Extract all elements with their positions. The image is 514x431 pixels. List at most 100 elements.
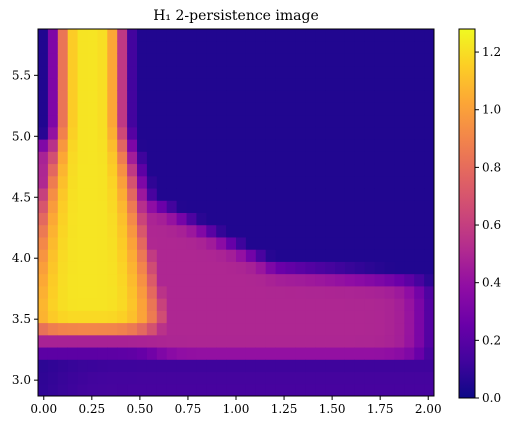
heatmap-cell bbox=[47, 224, 59, 238]
heatmap-cell bbox=[77, 29, 88, 42]
heatmap-cell bbox=[325, 65, 336, 79]
heatmap-cell bbox=[325, 273, 336, 287]
heatmap-cell bbox=[67, 347, 79, 360]
heatmap-cell bbox=[137, 114, 148, 128]
heatmap-cell bbox=[127, 371, 138, 385]
heatmap-cell bbox=[394, 53, 405, 67]
heatmap-cell bbox=[394, 273, 405, 287]
heatmap-cell bbox=[176, 126, 187, 140]
heatmap-cell bbox=[384, 29, 395, 42]
heatmap-cell bbox=[364, 188, 376, 201]
heatmap-cell bbox=[67, 273, 79, 287]
heatmap-cell bbox=[67, 77, 79, 91]
heatmap-cell bbox=[196, 65, 207, 79]
heatmap-cell bbox=[206, 53, 217, 67]
heatmap-cell bbox=[146, 90, 158, 103]
heatmap-cell bbox=[87, 273, 98, 287]
heatmap-cell bbox=[255, 371, 267, 385]
heatmap-cell bbox=[344, 188, 356, 201]
heatmap-cell bbox=[245, 310, 257, 324]
heatmap-cell bbox=[67, 371, 79, 385]
heatmap-cell bbox=[38, 65, 49, 79]
heatmap-cell bbox=[275, 236, 286, 250]
heatmap-cell bbox=[236, 200, 247, 213]
heatmap-cell bbox=[77, 188, 88, 201]
heatmap-cell bbox=[206, 29, 217, 42]
heatmap-cell bbox=[335, 65, 346, 79]
heatmap-cell bbox=[117, 273, 128, 287]
heatmap-cell bbox=[245, 41, 257, 54]
heatmap-cell bbox=[384, 90, 395, 103]
heatmap-cell bbox=[394, 322, 405, 336]
heatmap-cell bbox=[414, 310, 425, 324]
heatmap-cell bbox=[216, 77, 227, 91]
heatmap-cell bbox=[206, 310, 217, 324]
heatmap-cell bbox=[285, 310, 296, 324]
heatmap-cell bbox=[196, 224, 207, 238]
heatmap-cell bbox=[97, 65, 108, 79]
heatmap-cell bbox=[285, 114, 296, 128]
heatmap-cell bbox=[236, 322, 247, 336]
heatmap-cell bbox=[295, 298, 306, 311]
heatmap-cell bbox=[186, 359, 197, 373]
heatmap-cell bbox=[156, 273, 168, 287]
heatmap-cell bbox=[404, 65, 415, 79]
heatmap-cell bbox=[206, 139, 217, 152]
heatmap-cell bbox=[414, 139, 425, 152]
heatmap-cell bbox=[186, 151, 197, 165]
heatmap-cell bbox=[344, 200, 356, 213]
heatmap-cell bbox=[97, 249, 108, 262]
heatmap-cell bbox=[176, 53, 187, 67]
heatmap-cell bbox=[107, 53, 118, 67]
heatmap-cell bbox=[107, 359, 118, 373]
heatmap-cell bbox=[265, 347, 277, 360]
heatmap-cell bbox=[275, 224, 286, 238]
chart-title: H₁ 2-persistence image bbox=[153, 8, 319, 24]
heatmap-cell bbox=[394, 347, 405, 360]
heatmap-cell bbox=[295, 310, 306, 324]
heatmap-cell bbox=[166, 383, 178, 397]
heatmap-cell bbox=[374, 212, 385, 226]
heatmap-cell bbox=[394, 65, 405, 79]
heatmap-cell bbox=[47, 163, 59, 177]
heatmap-cell bbox=[414, 65, 425, 79]
heatmap-cell bbox=[335, 188, 346, 201]
heatmap-cell bbox=[275, 114, 286, 128]
heatmap-cell bbox=[275, 90, 286, 103]
heatmap-cell bbox=[414, 371, 425, 385]
heatmap-cell bbox=[245, 249, 257, 262]
heatmap-cell bbox=[226, 126, 237, 140]
heatmap-cell bbox=[404, 224, 415, 238]
heatmap-cell bbox=[424, 139, 435, 152]
heatmap-cell bbox=[285, 163, 296, 177]
y-tick-label: 5.5 bbox=[12, 68, 31, 82]
heatmap-cell bbox=[245, 273, 257, 287]
heatmap-cell bbox=[374, 273, 385, 287]
heatmap-cell bbox=[87, 212, 98, 226]
heatmap-cell bbox=[226, 236, 237, 250]
heatmap-cell bbox=[206, 212, 217, 226]
heatmap-cell bbox=[414, 102, 425, 116]
heatmap-cell bbox=[414, 212, 425, 226]
heatmap-cell bbox=[414, 163, 425, 177]
heatmap-cell bbox=[47, 249, 59, 262]
heatmap-cell bbox=[117, 212, 128, 226]
heatmap-cell bbox=[275, 249, 286, 262]
heatmap-cell bbox=[374, 175, 385, 189]
heatmap-cell bbox=[285, 261, 296, 275]
heatmap-cell bbox=[77, 90, 88, 103]
heatmap-cell bbox=[166, 77, 178, 91]
heatmap-cell bbox=[374, 29, 385, 42]
heatmap-cell bbox=[107, 249, 118, 262]
heatmap-cell bbox=[354, 41, 366, 54]
heatmap-cell bbox=[265, 77, 277, 91]
heatmap-cell bbox=[255, 139, 267, 152]
heatmap-cell bbox=[117, 175, 128, 189]
heatmap-cell bbox=[305, 322, 316, 336]
heatmap-cell bbox=[196, 175, 207, 189]
heatmap-cell bbox=[107, 175, 118, 189]
heatmap-cell bbox=[325, 249, 336, 262]
heatmap-cell bbox=[265, 151, 277, 165]
heatmap-cell bbox=[176, 175, 187, 189]
heatmap-cell bbox=[265, 310, 277, 324]
